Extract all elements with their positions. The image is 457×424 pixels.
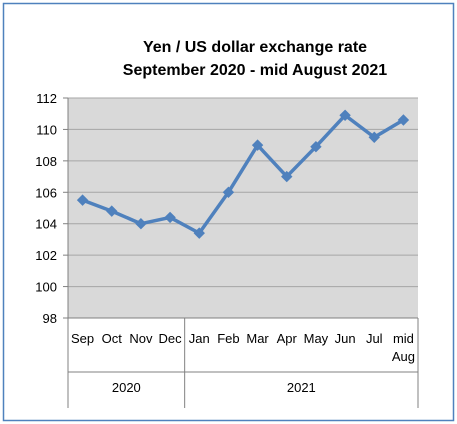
data-point-marker xyxy=(281,170,293,183)
data-point-marker xyxy=(76,194,89,206)
data-point-marker xyxy=(310,141,322,153)
y-tick-label: 110 xyxy=(36,122,57,137)
y-tick-label: 102 xyxy=(35,248,57,263)
gridlines xyxy=(68,97,418,319)
chart-title-line1: Yen / US dollar exchange rate xyxy=(143,39,367,56)
year-group-label: 2021 xyxy=(287,380,316,395)
x-tick-label: mid xyxy=(393,331,414,346)
x-tick-label: Jun xyxy=(335,331,356,346)
series-line xyxy=(81,113,405,235)
data-point-marker xyxy=(339,109,351,121)
x-tick-label: Nov xyxy=(129,331,153,346)
y-tick-label: 100 xyxy=(35,280,57,295)
y-tick-label: 104 xyxy=(35,217,57,232)
x-tick-label-line2: Aug xyxy=(392,349,415,364)
x-tick-label: May xyxy=(304,331,329,346)
x-tick-label: Sep xyxy=(71,331,94,346)
series-exchange-rate xyxy=(76,109,410,239)
plot-area xyxy=(68,98,418,318)
data-point-marker xyxy=(222,186,235,198)
x-tick-label: Oct xyxy=(102,331,123,346)
data-point-marker xyxy=(368,131,380,143)
x-tick-label: Feb xyxy=(217,331,239,346)
data-point-marker xyxy=(106,205,118,217)
x-tick-label: Apr xyxy=(277,331,298,346)
y-tick-label: 106 xyxy=(35,185,57,200)
x-tick-label: Jan xyxy=(189,331,210,346)
data-point-marker xyxy=(251,139,264,151)
data-point-marker xyxy=(135,218,147,230)
data-point-marker xyxy=(164,211,176,224)
x-tick-label: Dec xyxy=(159,331,183,346)
y-tick-label: 112 xyxy=(36,91,57,106)
y-axis: 98 100 102 104 106 108 110 112 xyxy=(35,91,69,326)
data-point-marker xyxy=(397,114,410,126)
chart-title-line2: September 2020 - mid August 2021 xyxy=(123,62,387,79)
y-tick-label: 108 xyxy=(35,154,57,169)
x-tick-label: Mar xyxy=(246,331,269,346)
data-point-marker xyxy=(193,227,205,239)
year-group-label: 2020 xyxy=(112,380,141,395)
x-tick-label: Jul xyxy=(366,331,383,346)
x-axis: Sep Oct Nov Dec Jan Feb Mar Apr May Jun Jul mid Aug 2… xyxy=(67,317,419,408)
y-tick-label: 98 xyxy=(43,311,57,326)
